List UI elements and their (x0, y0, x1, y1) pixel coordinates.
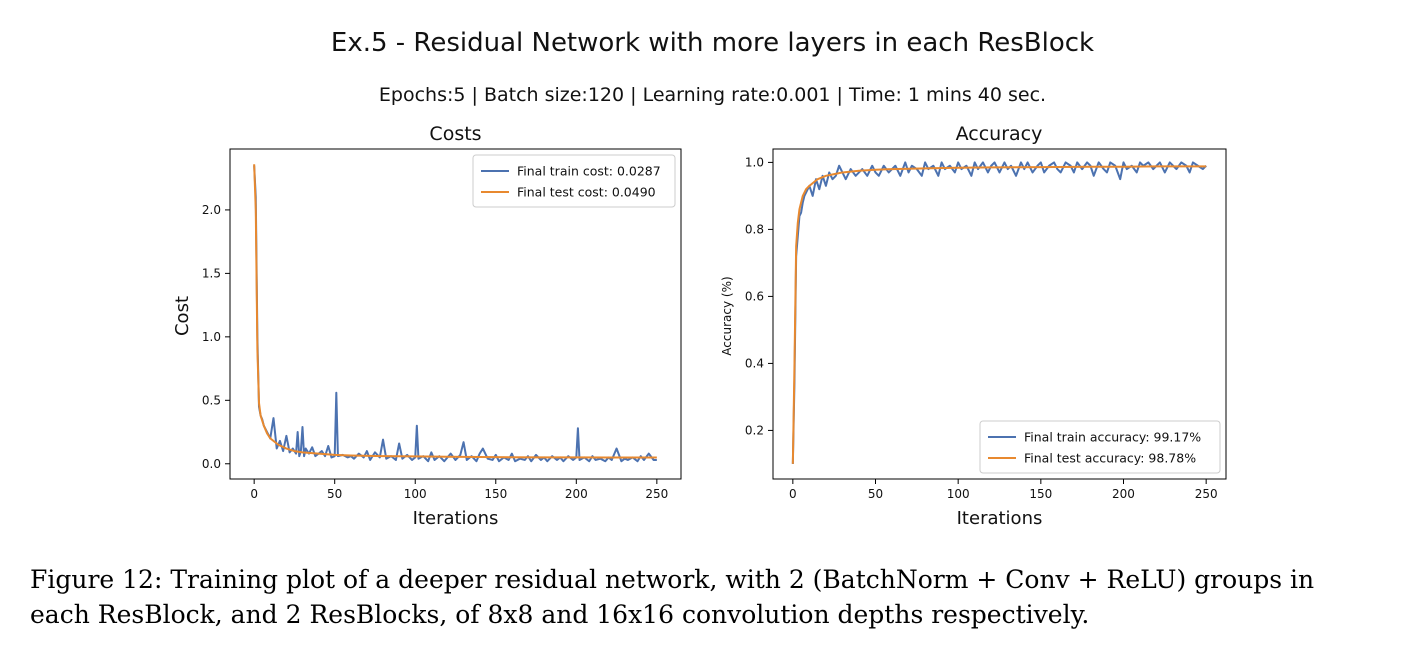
accuracy-x-tick-label: 150 (1029, 487, 1052, 501)
costs-legend-label: Final train cost: 0.0287 (517, 164, 661, 179)
accuracy-y-axis-label: Accuracy (%) (720, 276, 734, 355)
accuracy-x-tick-label: 50 (868, 487, 883, 501)
costs-x-tick-label: 100 (404, 487, 427, 501)
figure-suptitle: Ex.5 - Residual Network with more layers… (330, 28, 1095, 58)
accuracy-chart-title: Accuracy (956, 123, 1043, 145)
costs-x-tick-label: 150 (484, 487, 507, 501)
accuracy-x-tick-label: 250 (1195, 487, 1218, 501)
accuracy-y-tick-label: 0.4 (745, 356, 764, 370)
costs-axes-frame (229, 148, 682, 480)
costs-y-axis-label: Cost (172, 296, 193, 336)
accuracy-series-line-train (791, 161, 1207, 464)
accuracy-legend-label: Final test accuracy: 98.78% (1024, 451, 1196, 466)
costs-y-tick-label: 1.0 (202, 330, 221, 344)
accuracy-axes-frame (772, 148, 1227, 480)
accuracy-legend (979, 420, 1221, 474)
costs-x-axis-label: Iterations (413, 508, 499, 529)
costs-x-tick-label: 50 (327, 487, 342, 501)
costs-legend-label: Final test cost: 0.0490 (517, 185, 656, 200)
costs-x-tick-label: 0 (250, 487, 258, 501)
costs-legend (472, 154, 676, 208)
caption-line-1: Figure 12: Training plot of a deeper res… (30, 565, 1315, 594)
accuracy-y-tick-label: 0.8 (745, 222, 764, 236)
accuracy-y-tick-label: 1.0 (745, 155, 764, 169)
costs-y-tick-label: 2.0 (202, 203, 221, 217)
caption-line-2: each ResBlock, and 2 ResBlocks, of 8x8 a… (30, 600, 1090, 629)
accuracy-x-tick-label: 100 (947, 487, 970, 501)
costs-x-tick-label: 250 (645, 487, 668, 501)
accuracy-chart: Accuracy Iterations Accuracy (%) 0 50 100 1… (720, 123, 1227, 529)
costs-x-tick-label: 200 (565, 487, 588, 501)
costs-chart-title: Costs (429, 123, 481, 145)
costs-chart: Costs Iterations Cost 0 50 100 150 200 250 0.0… (172, 123, 682, 529)
figure-caption: Figure 12: Training plot of a deeper res… (30, 562, 1390, 632)
costs-y-tick-label: 0.5 (202, 393, 221, 407)
accuracy-x-tick-label: 0 (789, 487, 797, 501)
accuracy-x-tick-label: 200 (1112, 487, 1135, 501)
costs-y-tick-label: 0.0 (202, 457, 221, 471)
costs-y-tick-label: 1.5 (202, 266, 221, 280)
costs-series-line-train (253, 165, 657, 463)
accuracy-y-tick-label: 0.6 (745, 289, 764, 303)
accuracy-x-axis-label: Iterations (957, 508, 1043, 529)
figure-subtitle: Epochs:5 | Batch size:120 | Learning rat… (378, 84, 1047, 106)
accuracy-y-tick-label: 0.2 (745, 423, 764, 437)
accuracy-legend-label: Final train accuracy: 99.17% (1024, 430, 1201, 445)
accuracy-series-line-test (791, 165, 1207, 464)
costs-series-line-test (253, 164, 657, 459)
